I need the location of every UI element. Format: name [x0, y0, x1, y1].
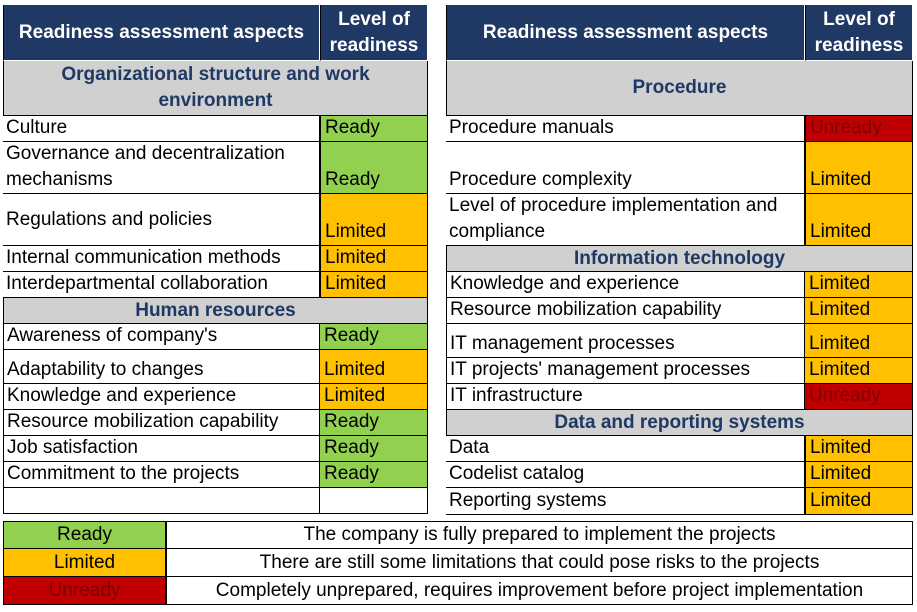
- legend-description: There are still some limitations that co…: [166, 549, 913, 577]
- section-header: Human resources: [3, 298, 428, 324]
- aspect-cell: Adaptability to changes: [3, 350, 320, 384]
- level-cell: Limited: [320, 246, 428, 272]
- level-cell: Limited: [805, 436, 913, 462]
- section-header: Data and reporting systems: [446, 410, 913, 436]
- level-cell: [320, 488, 428, 514]
- level-cell: Limited: [320, 194, 428, 246]
- column-header-level: Level of readiness: [320, 5, 428, 61]
- column-header-aspects: Readiness assessment aspects: [446, 5, 805, 61]
- aspect-cell: Regulations and policies: [3, 194, 320, 246]
- level-cell: Limited: [805, 488, 913, 515]
- aspect-cell: Procedure manuals: [446, 116, 805, 142]
- level-cell: Ready: [320, 436, 428, 462]
- aspect-cell: Reporting systems: [446, 488, 805, 515]
- level-cell: Limited: [805, 194, 913, 246]
- aspect-cell: IT management processes: [446, 324, 805, 358]
- column-header-level: Level of readiness: [805, 5, 913, 61]
- aspect-cell: Interdepartmental collaboration: [3, 272, 320, 298]
- left-readiness-table: Readiness assessment aspects Level of re…: [3, 5, 428, 514]
- column-header-aspects: Readiness assessment aspects: [3, 5, 320, 61]
- level-cell: Limited: [805, 298, 913, 324]
- level-cell: Limited: [320, 350, 428, 384]
- aspect-cell: Data: [446, 436, 805, 462]
- aspect-cell: Commitment to the projects: [3, 462, 320, 488]
- legend-level-ready: Ready: [3, 521, 166, 549]
- aspect-cell: Knowledge and experience: [3, 384, 320, 410]
- level-cell: Unready: [805, 384, 913, 410]
- aspect-cell: IT projects' management processes: [446, 358, 805, 384]
- level-cell: Ready: [320, 116, 428, 142]
- level-cell: Limited: [805, 324, 913, 358]
- legend-level-limited: Limited: [3, 549, 166, 577]
- level-cell: Limited: [320, 272, 428, 298]
- aspect-cell: Knowledge and experience: [446, 272, 805, 298]
- aspect-cell: Culture: [3, 116, 320, 142]
- aspect-cell: Resource mobilization capability: [3, 410, 320, 436]
- level-cell: Unready: [805, 116, 913, 142]
- legend-description: Completely unprepared, requires improvem…: [166, 577, 913, 605]
- section-header: Procedure: [446, 61, 913, 116]
- level-cell: Limited: [805, 142, 913, 194]
- legend-level-unready: Unready: [3, 577, 166, 605]
- level-cell: Ready: [320, 462, 428, 488]
- aspect-cell: Awareness of company's: [3, 324, 320, 350]
- level-cell: Limited: [805, 358, 913, 384]
- aspect-cell: [3, 488, 320, 514]
- section-header: Information technology: [446, 246, 913, 272]
- aspect-cell: IT infrastructure: [446, 384, 805, 410]
- aspect-cell: Internal communication methods: [3, 246, 320, 272]
- legend-description: The company is fully prepared to impleme…: [166, 521, 913, 549]
- level-cell: Ready: [320, 410, 428, 436]
- level-cell: Limited: [805, 462, 913, 488]
- level-cell: Limited: [320, 384, 428, 410]
- level-cell: Ready: [320, 324, 428, 350]
- aspect-cell: Procedure complexity: [446, 142, 805, 194]
- section-header: Organizational structure and work enviro…: [3, 61, 428, 116]
- aspect-cell: Governance and decentralization mechanis…: [3, 142, 320, 194]
- level-cell: Ready: [320, 142, 428, 194]
- aspect-cell: Level of procedure implementation and co…: [446, 194, 805, 246]
- right-readiness-table: Readiness assessment aspects Level of re…: [446, 5, 913, 515]
- aspect-cell: Codelist catalog: [446, 462, 805, 488]
- legend-table: Ready The company is fully prepared to i…: [3, 521, 913, 605]
- aspect-cell: Resource mobilization capability: [446, 298, 805, 324]
- level-cell: Limited: [805, 272, 913, 298]
- aspect-cell: Job satisfaction: [3, 436, 320, 462]
